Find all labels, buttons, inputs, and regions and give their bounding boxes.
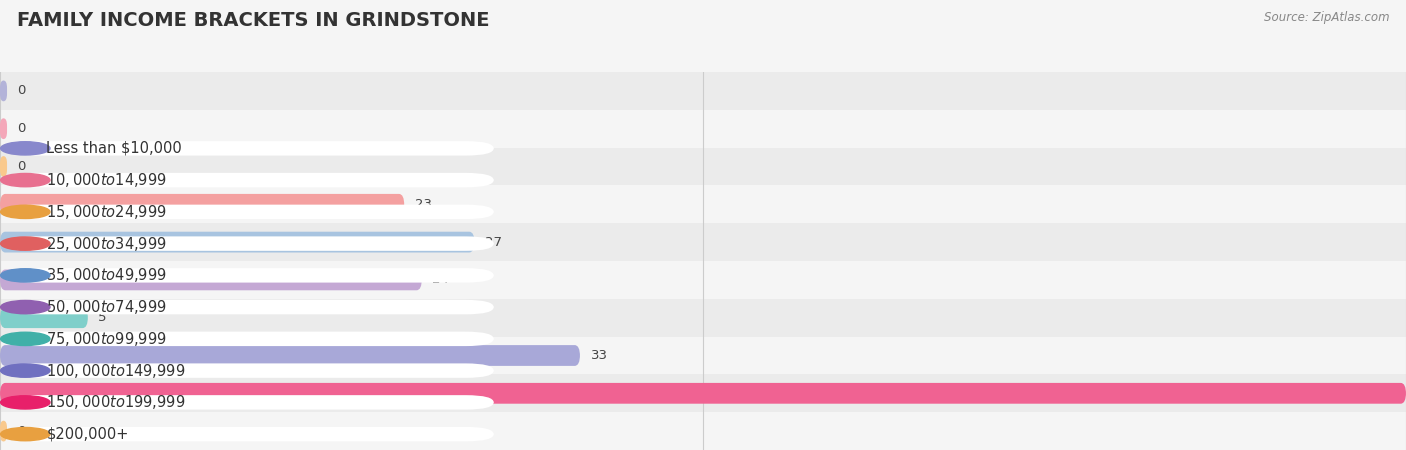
Text: $150,000 to $199,999: $150,000 to $199,999 xyxy=(46,393,186,411)
Text: 0: 0 xyxy=(17,122,25,135)
Bar xyxy=(0,110,1406,148)
Text: Source: ZipAtlas.com: Source: ZipAtlas.com xyxy=(1264,11,1389,24)
Bar xyxy=(0,185,1406,223)
FancyBboxPatch shape xyxy=(0,156,7,177)
FancyBboxPatch shape xyxy=(7,173,494,187)
FancyBboxPatch shape xyxy=(7,300,494,315)
Text: $100,000 to $149,999: $100,000 to $149,999 xyxy=(46,362,186,380)
FancyBboxPatch shape xyxy=(0,232,475,252)
FancyBboxPatch shape xyxy=(7,205,494,219)
Circle shape xyxy=(0,396,51,409)
Bar xyxy=(0,374,1406,412)
FancyBboxPatch shape xyxy=(7,236,494,251)
FancyBboxPatch shape xyxy=(0,194,405,215)
FancyBboxPatch shape xyxy=(0,345,581,366)
Bar xyxy=(0,72,1406,110)
Text: 0: 0 xyxy=(17,160,25,173)
Text: $200,000+: $200,000+ xyxy=(46,427,129,441)
FancyBboxPatch shape xyxy=(7,268,494,283)
Text: $15,000 to $24,999: $15,000 to $24,999 xyxy=(46,203,167,221)
Circle shape xyxy=(0,364,51,377)
Text: $10,000 to $14,999: $10,000 to $14,999 xyxy=(46,171,167,189)
FancyBboxPatch shape xyxy=(0,307,87,328)
Bar xyxy=(0,261,1406,299)
Text: 0: 0 xyxy=(17,85,25,97)
FancyBboxPatch shape xyxy=(0,118,7,139)
Circle shape xyxy=(0,142,51,155)
FancyBboxPatch shape xyxy=(7,427,494,441)
FancyBboxPatch shape xyxy=(7,395,494,410)
Bar xyxy=(0,148,1406,185)
Bar xyxy=(0,299,1406,337)
FancyBboxPatch shape xyxy=(7,141,494,156)
Text: FAMILY INCOME BRACKETS IN GRINDSTONE: FAMILY INCOME BRACKETS IN GRINDSTONE xyxy=(17,11,489,30)
FancyBboxPatch shape xyxy=(0,383,1406,404)
FancyBboxPatch shape xyxy=(0,81,7,101)
FancyBboxPatch shape xyxy=(7,364,494,378)
FancyBboxPatch shape xyxy=(7,332,494,346)
Bar xyxy=(0,412,1406,450)
Text: 33: 33 xyxy=(591,349,607,362)
FancyBboxPatch shape xyxy=(0,421,7,441)
Circle shape xyxy=(0,301,51,314)
Text: $25,000 to $34,999: $25,000 to $34,999 xyxy=(46,234,167,252)
Text: 23: 23 xyxy=(415,198,432,211)
Text: 0: 0 xyxy=(17,425,25,437)
Text: 24: 24 xyxy=(433,274,450,286)
Text: 27: 27 xyxy=(485,236,502,248)
Text: $35,000 to $49,999: $35,000 to $49,999 xyxy=(46,266,167,284)
Text: $50,000 to $74,999: $50,000 to $74,999 xyxy=(46,298,167,316)
Circle shape xyxy=(0,332,51,346)
Text: $75,000 to $99,999: $75,000 to $99,999 xyxy=(46,330,167,348)
Bar xyxy=(0,337,1406,374)
Bar xyxy=(0,223,1406,261)
Circle shape xyxy=(0,205,51,219)
Text: 5: 5 xyxy=(98,311,107,324)
FancyBboxPatch shape xyxy=(0,270,422,290)
Circle shape xyxy=(0,269,51,282)
Circle shape xyxy=(0,237,51,250)
Circle shape xyxy=(0,428,51,441)
Text: Less than $10,000: Less than $10,000 xyxy=(46,141,183,156)
Circle shape xyxy=(0,173,51,187)
